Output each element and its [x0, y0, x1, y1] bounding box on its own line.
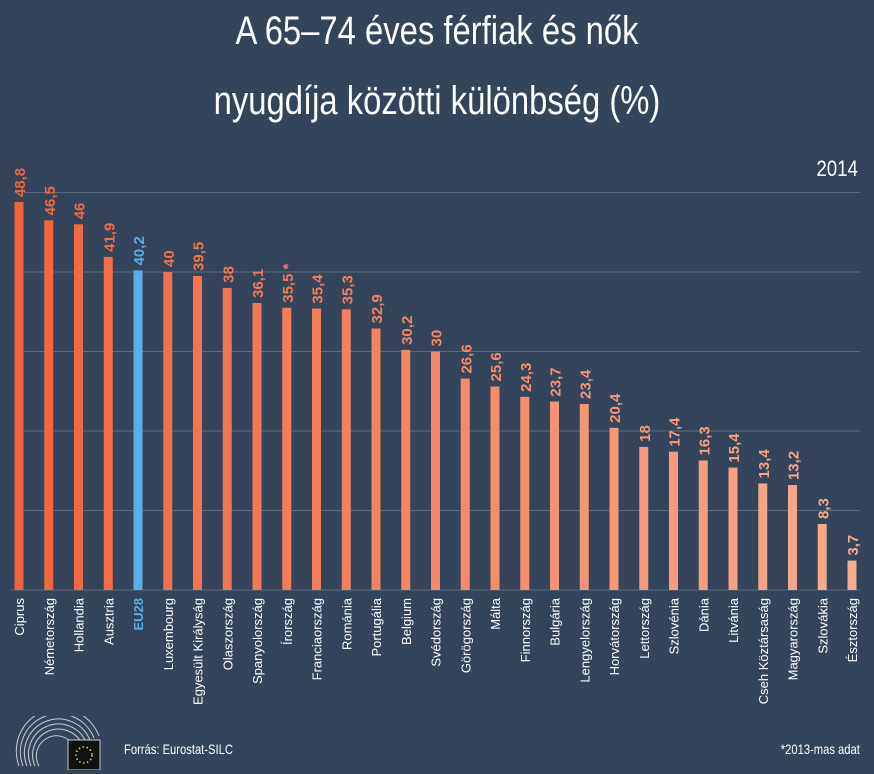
value-label: 15,4: [726, 433, 743, 463]
category-label: Egyesült Királyság: [191, 598, 206, 705]
category-label: Lettország: [637, 598, 652, 659]
source-note: Forrás: Eurostat-SILC: [124, 741, 233, 757]
chart-title-line2: nyugdíja közötti különbség (%): [213, 79, 661, 123]
category-label: Horvátország: [607, 598, 622, 675]
category-label: Finnország: [518, 598, 533, 662]
category-label: Szlovákia: [815, 597, 830, 653]
bar: [579, 403, 589, 590]
category-label: Észtország: [845, 598, 860, 662]
value-label: 13,2: [786, 451, 803, 480]
category-label: Olaszország: [220, 598, 235, 670]
bar: [520, 396, 530, 590]
value-label: 46: [72, 203, 89, 220]
bar: [847, 560, 857, 590]
bar: [103, 256, 113, 590]
value-label: 20,4: [607, 393, 624, 423]
value-label: 35,5 *: [280, 263, 297, 302]
bar: [817, 524, 827, 590]
value-label: 18: [637, 425, 654, 442]
bar: [460, 378, 470, 590]
value-label: 26,6: [458, 344, 475, 373]
bar: [74, 224, 83, 591]
bar: [371, 328, 381, 590]
value-label: 39,5: [191, 242, 208, 271]
value-label: 30,2: [399, 316, 416, 345]
category-label: Németország: [42, 598, 57, 675]
bar: [698, 460, 708, 590]
value-label: 23,7: [548, 367, 565, 396]
category-label: EU28: [131, 598, 146, 631]
category-label: Ciprus: [12, 598, 27, 636]
bar: [282, 307, 292, 590]
bar: [609, 427, 619, 590]
bar: [14, 202, 24, 591]
category-label: Bulgária: [548, 597, 563, 645]
bar: [788, 485, 797, 590]
bar: [550, 401, 559, 590]
category-label: Szlovénia: [667, 597, 682, 654]
value-label: 30: [429, 330, 446, 347]
value-label: 8,3: [815, 498, 832, 519]
category-label: Spanyolország: [250, 598, 265, 684]
bar: [728, 467, 738, 590]
bar: [222, 287, 232, 590]
category-label: Litvánia: [726, 597, 741, 643]
category-label: Belgium: [399, 598, 414, 645]
bar: [163, 272, 173, 590]
bar: [193, 275, 202, 590]
value-label: 40: [161, 250, 178, 267]
category-label: Lengyelország: [577, 598, 592, 683]
value-label: 48,8: [12, 168, 29, 197]
bar: [252, 303, 262, 590]
category-label: Románia: [339, 597, 354, 650]
bar: [490, 386, 500, 590]
bar: [758, 483, 768, 590]
category-label: Ausztria: [101, 597, 116, 645]
category-label: Cseh Köztársaság: [756, 598, 771, 704]
value-label: 16,3: [696, 426, 713, 455]
category-label: Írország: [280, 598, 295, 645]
chart-title-line1: A 65–74 éves férfiak és nők: [235, 9, 639, 53]
value-label: 25,6: [488, 352, 505, 381]
bar: [133, 270, 143, 590]
category-label: Franciaország: [310, 598, 325, 680]
european-parliament-logo-icon: [15, 716, 101, 770]
bar: [341, 309, 351, 590]
value-label: 35,3: [339, 275, 356, 304]
category-label: Magyarország: [786, 598, 801, 680]
bar: [431, 351, 440, 590]
value-label: 32,9: [369, 294, 386, 323]
bar: [44, 220, 54, 590]
value-label: 46,5: [42, 186, 59, 215]
value-label: 24,3: [518, 363, 535, 392]
value-label: 13,4: [756, 449, 773, 479]
bar: [639, 446, 649, 590]
category-label: Luxembourg: [161, 598, 176, 670]
bar: [401, 349, 411, 590]
category-label: Görögország: [458, 598, 473, 673]
category-label: Dánia: [696, 597, 711, 632]
value-label: 40,2: [131, 236, 148, 265]
value-label: 38: [220, 266, 237, 283]
footnote: *2013-mas adat: [780, 741, 860, 757]
category-label: Portugália: [369, 597, 384, 656]
value-label: 3,7: [845, 535, 862, 556]
value-label: 36,1: [250, 269, 267, 298]
value-label: 17,4: [667, 417, 684, 447]
bar: [669, 451, 678, 590]
value-label: 23,4: [577, 369, 594, 399]
value-label: 35,4: [310, 274, 327, 304]
category-label: Hollandia: [72, 597, 87, 652]
year-label: 2014: [816, 156, 858, 181]
category-label: Málta: [488, 597, 503, 630]
bar: [312, 308, 321, 590]
category-label: Svédország: [429, 598, 444, 667]
value-label: 41,9: [101, 223, 118, 252]
